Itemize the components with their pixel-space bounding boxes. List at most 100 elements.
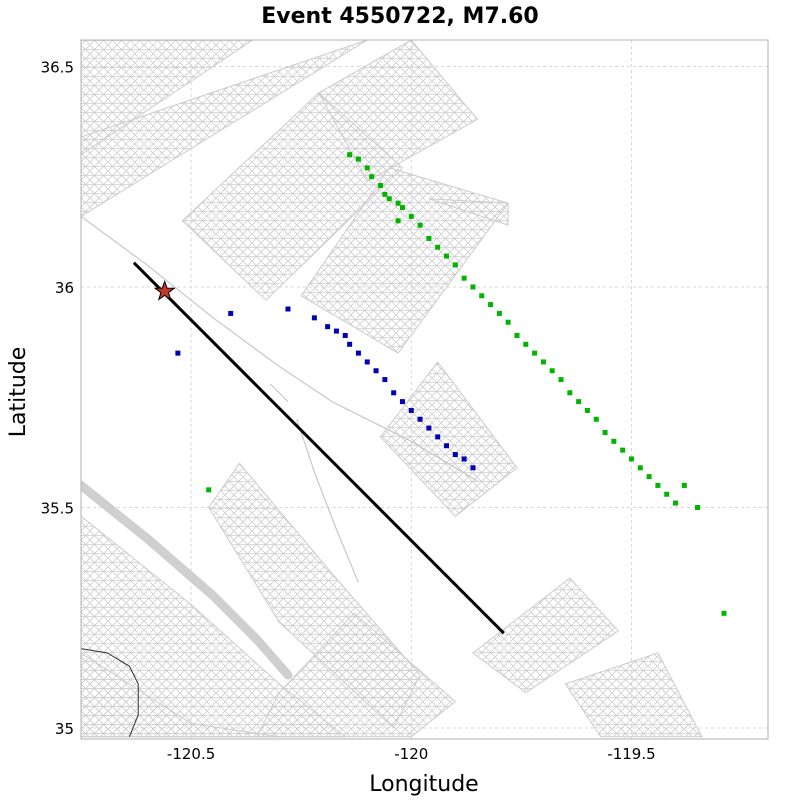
station-point-blue	[426, 425, 432, 431]
rupture-trace	[132, 261, 505, 635]
station-point-green	[514, 332, 520, 338]
station-point-green	[377, 183, 383, 189]
x-axis-ticks: -120.5 -120 -119.5	[167, 745, 656, 763]
station-point-green	[488, 302, 494, 308]
station-point-blue	[355, 350, 361, 356]
coastline-line	[81, 648, 139, 737]
station-point-green	[408, 213, 414, 219]
station-point-green	[470, 284, 476, 290]
station-point-green	[461, 275, 467, 281]
fault-patch	[81, 40, 368, 217]
fault-patch	[379, 361, 518, 517]
station-point-green	[549, 368, 555, 374]
station-point-blue	[444, 443, 450, 449]
station-point-green	[347, 152, 353, 158]
station-point-blue	[333, 328, 339, 334]
station-point-green	[523, 341, 529, 347]
fault-patch	[318, 40, 479, 182]
station-point-blue	[373, 368, 379, 374]
station-point-green	[532, 350, 538, 356]
station-point-blue	[228, 310, 234, 316]
station-point-green	[395, 218, 401, 224]
rupture-line	[132, 261, 505, 635]
station-point-green	[664, 491, 670, 497]
station-point-green	[602, 429, 608, 435]
y-tick-label: 35.5	[41, 499, 74, 517]
station-point-green	[435, 244, 441, 250]
y-tick-label: 36	[55, 279, 74, 297]
station-series-green	[206, 152, 727, 616]
station-point-blue	[470, 465, 476, 471]
station-point-green	[444, 253, 450, 259]
station-point-blue	[461, 456, 467, 462]
station-point-blue	[399, 399, 405, 405]
coastline	[81, 648, 139, 737]
x-axis-label: Longitude	[369, 772, 478, 797]
fault-trace	[269, 383, 289, 403]
station-point-green	[695, 504, 701, 510]
chart-title: Event 4550722, M7.60	[261, 4, 538, 29]
station-point-blue	[382, 377, 388, 383]
fault-patch	[428, 198, 509, 226]
y-tick-label: 35	[55, 720, 74, 738]
y-axis-ticks: 35 35.5 36 36.5	[41, 58, 74, 738]
station-point-blue	[347, 341, 353, 347]
station-point-blue	[452, 452, 458, 458]
station-point-blue	[175, 350, 181, 356]
station-point-green	[369, 174, 375, 180]
station-point-green	[620, 447, 626, 453]
plot-frame	[80, 39, 769, 740]
station-point-green	[355, 156, 361, 162]
station-point-green	[593, 416, 599, 422]
y-tick-label: 36.5	[41, 58, 74, 76]
station-point-blue	[325, 324, 331, 330]
station-point-green	[567, 390, 573, 396]
station-point-blue	[285, 306, 291, 312]
station-point-blue	[364, 359, 370, 365]
fault-zone-band	[81, 480, 293, 680]
station-point-green	[540, 359, 546, 365]
station-point-green	[206, 487, 212, 493]
station-point-green	[558, 377, 564, 383]
station-point-blue	[417, 416, 423, 422]
station-point-green	[646, 474, 652, 480]
station-point-green	[655, 482, 661, 488]
station-point-blue	[408, 407, 414, 413]
station-point-green	[721, 610, 727, 616]
x-tick-label: -119.5	[607, 745, 655, 763]
station-point-green	[584, 407, 590, 413]
station-point-green	[479, 293, 485, 299]
station-point-green	[673, 500, 679, 506]
station-point-green	[681, 482, 687, 488]
epicenter-star-icon	[153, 279, 176, 301]
epicenter-group	[153, 279, 176, 301]
y-axis-label: Latitude	[6, 347, 31, 438]
station-point-green	[364, 165, 370, 171]
station-series-blue	[175, 306, 476, 471]
fault-trace	[81, 215, 478, 482]
station-point-green	[628, 456, 634, 462]
station-point-green	[399, 205, 405, 211]
fault-traces	[81, 215, 478, 680]
fault-trace	[296, 419, 359, 583]
station-point-green	[637, 465, 643, 471]
station-point-blue	[342, 332, 348, 338]
station-point-green	[611, 438, 617, 444]
station-point-green	[576, 399, 582, 405]
x-tick-label: -120	[394, 745, 428, 763]
fault-patches	[81, 40, 703, 738]
fault-patch	[472, 577, 620, 694]
station-point-green	[382, 191, 388, 197]
station-point-green	[496, 310, 502, 316]
station-point-blue	[391, 390, 397, 396]
station-point-blue	[435, 434, 441, 440]
fault-patch	[564, 652, 703, 738]
station-point-green	[426, 235, 432, 241]
x-tick-label: -120.5	[167, 745, 215, 763]
station-point-green	[505, 319, 511, 325]
fault-patch	[256, 612, 457, 738]
station-point-green	[395, 200, 401, 206]
station-point-green	[386, 196, 392, 202]
station-point-blue	[311, 315, 317, 321]
